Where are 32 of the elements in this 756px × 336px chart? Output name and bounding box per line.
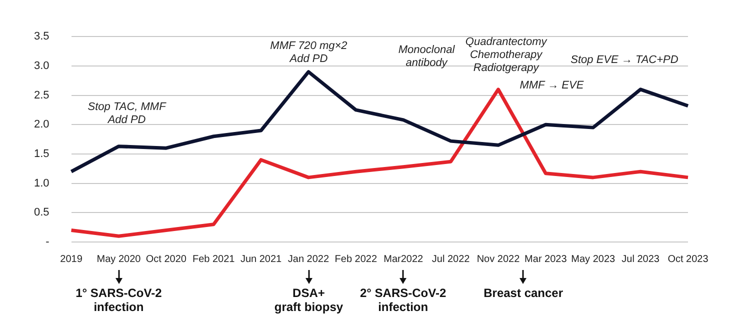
y-tick-label: 0.5 bbox=[34, 206, 50, 219]
x-tick-label: 2019 bbox=[60, 254, 83, 265]
annotation: Monoclonal antibody bbox=[398, 44, 456, 70]
x-tick-label: Mar2022 bbox=[384, 254, 424, 265]
y-tick-label: 3.0 bbox=[34, 60, 50, 72]
y-tick-label: 2.5 bbox=[34, 89, 50, 102]
annotation: Stop EVE → TAC+PD bbox=[570, 54, 678, 66]
x-tick-label: May 2020 bbox=[96, 254, 142, 265]
annotation: MMF 720 mg×2 Add PD bbox=[270, 40, 348, 65]
annotation: Stop TAC, MMF Add PD bbox=[88, 101, 168, 126]
y-tick-label: 3.5 bbox=[34, 30, 50, 43]
x-tick-label: Oct 2023 bbox=[668, 254, 709, 265]
text: DSA+ graft biopsy bbox=[274, 286, 344, 314]
text: 2° SARS-CoV-2 infection bbox=[360, 286, 446, 314]
x-tick-label: Jun 2021 bbox=[240, 254, 282, 265]
x-tick-label: Jul 2023 bbox=[622, 254, 660, 265]
x-tick-label: Oct 2020 bbox=[146, 254, 187, 265]
annotation: Quadrantectomy Chemotherapy Radiotgerapy bbox=[465, 36, 548, 74]
x-tick-label: Mar 2023 bbox=[524, 254, 568, 265]
y-tick-label: 1.5 bbox=[34, 148, 50, 160]
x-tick-label: Feb 2021 bbox=[192, 254, 236, 265]
y-tick-label: 1.0 bbox=[34, 177, 50, 190]
text: Breast cancer bbox=[482, 286, 564, 300]
x-tick-label: Feb 2022 bbox=[334, 254, 378, 265]
text: 1° SARS-CoV-2 infection bbox=[74, 286, 163, 314]
annotation: MMF → EVE bbox=[520, 80, 584, 92]
y-tick-label: - bbox=[46, 236, 50, 248]
x-tick-label: May 2023 bbox=[571, 254, 616, 265]
x-tick-label: Nov 2022 bbox=[476, 254, 520, 265]
x-tick-label: Jul 2022 bbox=[432, 254, 470, 265]
y-tick-label: 2.0 bbox=[34, 118, 50, 131]
x-tick-label: Jan 2022 bbox=[288, 254, 330, 265]
